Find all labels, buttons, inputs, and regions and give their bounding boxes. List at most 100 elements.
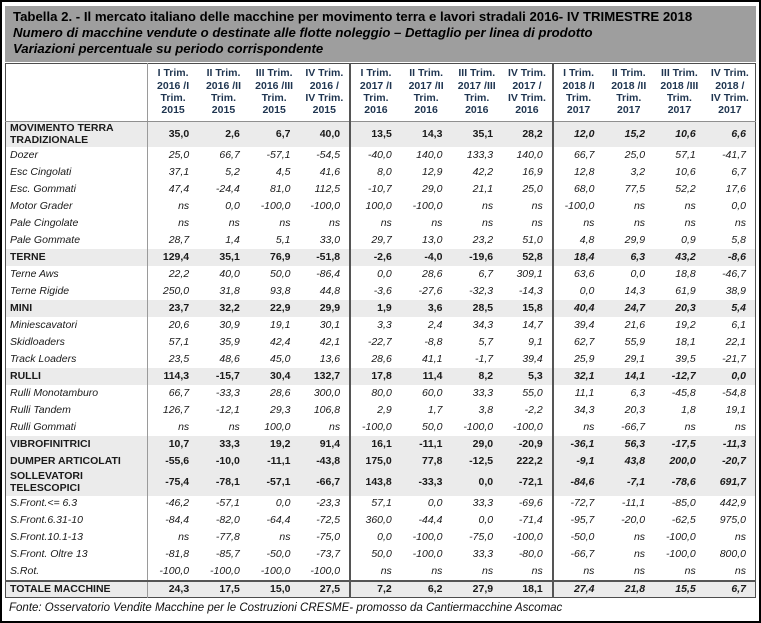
row-label: Track Loaders — [10, 352, 77, 365]
value-cell: 222,2 — [516, 454, 543, 467]
value-cell: 18,8 — [675, 267, 696, 280]
value-cell: ns — [329, 216, 341, 229]
value-cell: -66,7 — [551, 546, 604, 564]
value-cell: 30,1 — [319, 318, 341, 331]
table-row: RULLI 114,3 -15,7 30,4 132,7 17,8 11,4 8,2 5,3 32… — [5, 368, 756, 386]
table-row: Terne Aws 22,2 40,0 50,0 -86,4 0,0 28,6 6,7 309,… — [6, 266, 756, 284]
value-cell: 43,8 — [624, 454, 646, 467]
table-row: SOLLEVATORI TELESCOPICI -75,4 -78,1 -57,1 -6… — [5, 470, 756, 496]
value-cell: 6,7 — [478, 267, 494, 280]
value-cell: -10,0 — [215, 454, 240, 467]
value-cell: -54,5 — [316, 148, 341, 161]
value-cell: 15,0 — [248, 579, 300, 598]
value-cell: 57,1 — [349, 495, 401, 513]
value-cell: ns — [147, 198, 199, 216]
value-cell: -11,1 — [621, 497, 646, 510]
value-cell: -10,7 — [349, 181, 401, 199]
value-cell: ns — [684, 216, 696, 229]
value-cell: ns — [684, 420, 696, 433]
value-cell: 14,3 — [422, 127, 443, 140]
value-cell: -19,6 — [469, 250, 494, 263]
row-label: Rulli Monotamburo — [10, 386, 99, 399]
value-cell: 35,1 — [472, 127, 494, 140]
row-label: S.Front.6.31-10 — [10, 514, 83, 527]
value-cell: -14,3 — [518, 284, 543, 297]
value-cell: 1,7 — [427, 403, 443, 416]
value-cell: 50,0 — [270, 267, 291, 280]
value-cell: -57,1 — [215, 497, 240, 510]
value-cell: ns — [531, 199, 543, 212]
value-cell: -17,5 — [671, 437, 696, 450]
value-cell: -100,0 — [512, 420, 543, 433]
value-cell: 140,0 — [416, 148, 443, 161]
value-cell: 28,2 — [522, 127, 543, 140]
value-cell: 5,2 — [225, 165, 240, 178]
table-row: Terne Rigide 250,0 31,8 93,8 44,8 -3,6 -27,6 -3… — [6, 283, 756, 301]
value-cell: 23,2 — [472, 233, 494, 246]
column-header: III Trim. 2018 /III Trim. 2017 — [654, 63, 705, 122]
value-cell: -46,2 — [147, 495, 199, 513]
value-cell: -24,4 — [215, 182, 240, 195]
value-cell: -2,6 — [349, 249, 401, 267]
value-cell: 28,6 — [270, 386, 291, 399]
value-cell: 30,4 — [270, 369, 291, 382]
value-cell: 6,7 — [731, 165, 746, 178]
value-cell: 100,0 — [349, 198, 401, 216]
value-cell: 691,7 — [719, 476, 746, 489]
value-cell: -22,7 — [349, 334, 401, 352]
value-cell: 40,0 — [219, 267, 240, 280]
value-cell: 19,2 — [675, 318, 696, 331]
value-cell: 51,0 — [522, 233, 543, 246]
value-cell: -8,6 — [727, 250, 746, 263]
value-cell: -72,5 — [316, 514, 341, 527]
value-cell: 2,6 — [225, 127, 240, 140]
value-cell: 300,0 — [313, 386, 341, 399]
value-cell: 42,1 — [319, 335, 341, 348]
value-cell: -20,7 — [722, 454, 746, 467]
value-cell: 2,4 — [427, 318, 443, 331]
column-header: I Trim. 2017 /I Trim. 2016 — [349, 63, 401, 122]
value-cell: ns — [684, 199, 696, 212]
value-cell: 309,1 — [516, 267, 543, 280]
value-cell: 126,7 — [147, 402, 199, 420]
value-cell: ns — [684, 564, 696, 577]
value-cell: 52,2 — [675, 182, 696, 195]
value-cell: 77,8 — [422, 454, 443, 467]
row-label: TOTALE MACCHINE — [5, 579, 148, 598]
row-label: S.Front.<= 6.3 — [10, 497, 78, 510]
value-cell: -4,0 — [424, 250, 443, 263]
value-cell: 14,3 — [624, 284, 646, 297]
value-cell: 4,8 — [551, 232, 604, 250]
value-cell: -95,7 — [551, 512, 604, 530]
value-cell: 0,0 — [349, 529, 401, 547]
value-cell: -100,0 — [551, 198, 604, 216]
value-cell: 19,1 — [270, 318, 291, 331]
value-cell: 0,0 — [478, 476, 494, 489]
value-cell: 20,6 — [147, 317, 199, 335]
value-cell: -85,7 — [215, 548, 240, 561]
value-cell: 13,6 — [319, 352, 341, 365]
value-cell: 93,8 — [270, 284, 291, 297]
value-cell: 7,2 — [349, 579, 401, 598]
value-cell: -100,0 — [665, 531, 696, 544]
value-cell: 33,3 — [472, 497, 494, 510]
value-cell: -44,4 — [418, 514, 443, 527]
value-cell: -62,5 — [671, 514, 696, 527]
table-row: Pale Gommate 28,7 1,4 5,1 33,0 29,7 13,0 23,2 51… — [6, 232, 756, 250]
table-row: Esc. Gommati 47,4 -24,4 81,0 112,5 -10,7 29,0 2… — [6, 181, 756, 199]
value-cell: -45,8 — [671, 386, 696, 399]
row-label: Miniescavatori — [10, 318, 78, 331]
value-cell: -86,4 — [316, 267, 341, 280]
value-cell: -100,0 — [260, 199, 291, 212]
value-cell: 12,8 — [551, 164, 604, 182]
value-cell: ns — [633, 216, 646, 229]
table-row: Dozer 25,0 66,7 -57,1 -54,5 -40,0 140,0 133,3 14… — [6, 147, 756, 165]
value-cell: 10,7 — [147, 436, 199, 454]
value-cell: -78,1 — [215, 476, 240, 489]
value-cell: ns — [228, 420, 240, 433]
value-cell: -41,7 — [722, 148, 746, 161]
value-cell: ns — [734, 420, 746, 433]
value-cell: ns — [633, 548, 646, 561]
value-cell: 39,5 — [675, 352, 696, 365]
value-cell: 0,0 — [225, 199, 240, 212]
